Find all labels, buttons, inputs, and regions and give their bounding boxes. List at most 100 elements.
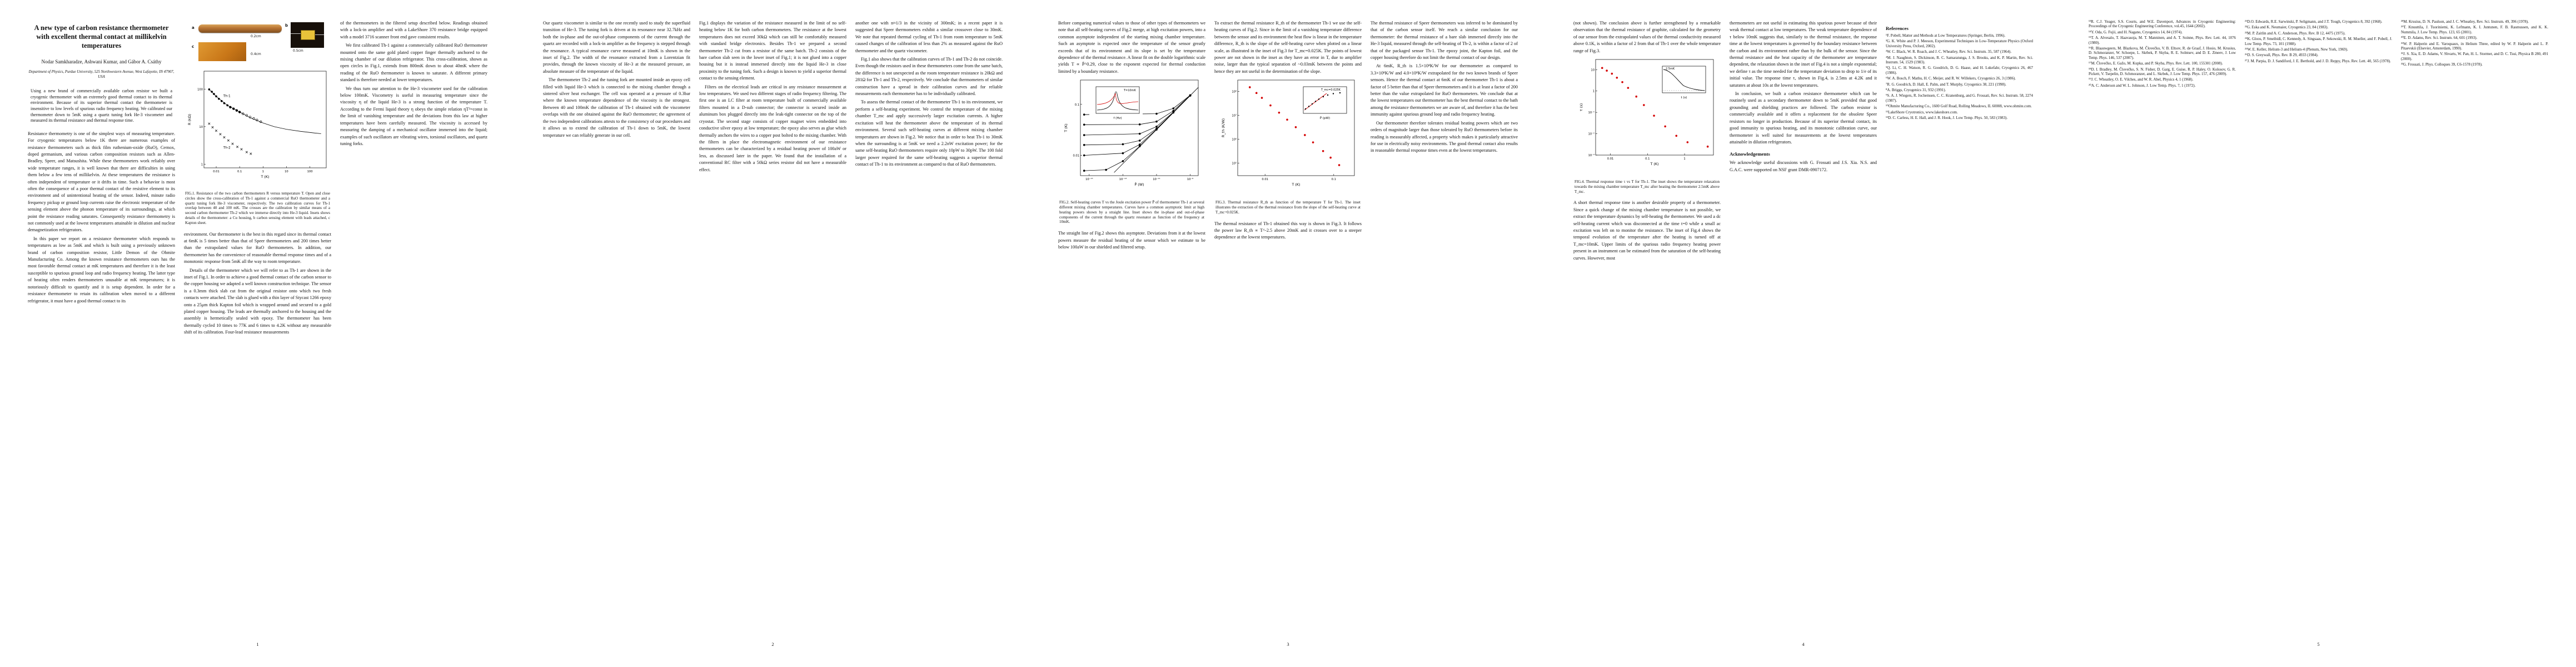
body-paragraph: At 6mK, R_th is 1.5×10⁸K/W for our therm…: [1371, 63, 1518, 117]
reference-item: ⁴M. J. Naughton, S. Dickinson, R. C. Sam…: [1886, 56, 2033, 65]
data-point-filled: [1138, 145, 1141, 148]
reference-item: ⁸A. Briggs, Cryogenics 31, 932 (1991).: [1886, 88, 1946, 93]
data-point-filled: [1686, 141, 1689, 143]
data-point-filled: [211, 91, 213, 93]
axes-frame: [203, 71, 327, 168]
y-axis-label: τ (s): [1579, 103, 1583, 111]
lead-wire: [291, 33, 301, 34]
data-point-filled: [1312, 141, 1314, 144]
figure-1-photo-insets: a 0.2cm b 0.5cm c 0.4cm: [184, 20, 331, 67]
figure-4-caption: FIG.4. Thermal response time τ vs T for …: [1575, 180, 1720, 194]
inset-xaxis-label: f (Hz): [1114, 117, 1122, 120]
reference-item: ³³G. Frossati, J. Phys. Colloques 39, C6…: [2401, 63, 2483, 67]
data-point-cross: [211, 126, 214, 129]
figure-2: 10⁻¹⁵ 10⁻¹³ 10⁻¹¹ 10⁻⁹ 0.01 0.1 P̄ (W) T (K) f …: [1058, 77, 1205, 225]
references-heading: References: [1886, 26, 1909, 31]
page-4: (not shown). The conclusion above is fur…: [1546, 0, 2061, 667]
plot-layer: 0.01 0.1 10⁵ 10⁶ 10⁷ 10⁸ T (K) R_th (K/W): [1221, 79, 1355, 187]
data-point-filled: [1138, 133, 1141, 135]
data-point-filled: [1138, 140, 1141, 142]
axes-frame: [1237, 79, 1355, 176]
axes-frame: [1080, 79, 1199, 176]
y-axis-label: T (K): [1064, 124, 1068, 133]
data-point-filled: [1627, 87, 1630, 89]
inset-temperature-note: T=10mK: [1123, 89, 1136, 92]
data-point-filled: [1601, 67, 1603, 69]
data-point-cross: [231, 142, 234, 145]
body-paragraph: In this paper we report on a resistance …: [28, 236, 175, 303]
page3-column2: To extract the thermal resistance R_th o…: [1214, 20, 1362, 243]
y-tick-label: 10⁸: [1232, 91, 1237, 94]
page-number: 3: [1287, 641, 1289, 647]
y-tick-label: 1: [1593, 90, 1595, 93]
data-point-filled: [1706, 145, 1709, 148]
data-point-filled: [1260, 97, 1263, 99]
data-point-filled: [1083, 113, 1085, 116]
reference-item: ³²J. S. Xia, E. D. Adams, V. Shvarts, W.…: [2401, 52, 2548, 61]
thermometer-copper-housing-photo: [198, 24, 282, 33]
reference-item: ⁵Q. Li, C. H. Watson, R. G. Goodrich, D.…: [1886, 66, 2033, 75]
x-tick-label: 1: [1683, 157, 1685, 161]
reference-item: ¹⁷M. Človečko, E. Gažo, M. Kupka, and P.…: [2089, 62, 2223, 66]
figure-2-inset: f (Hz) T=10mK: [1089, 83, 1143, 123]
data-point-filled: [1606, 69, 1608, 72]
reference-item: ²³M. P. Zaitlin and A. C. Anderson, Phys…: [2245, 31, 2346, 36]
page5-column2: ²¹D.O. Edwards, R.E. Sarwinski, P. Selig…: [2245, 20, 2392, 65]
reference-item: ¹⁶R. Blaauwgeers, M. Blazkova, M. Človeč…: [2089, 47, 2236, 60]
inset-tmc-note: T_mc=0.025K: [1321, 88, 1341, 92]
page-5: ¹³R. C.J. Yeager, S.S. Courts, and W.E. …: [2061, 0, 2576, 667]
x-tick-label: 10⁻¹¹: [1153, 178, 1160, 181]
inset-resonance-inphase-curve: [1097, 91, 1139, 111]
reference-item: ⁷R. G. Goodrich, D. Hall, E. Palm, and T…: [1886, 82, 2006, 87]
data-point-cross: [245, 151, 248, 153]
page2-column1: Our quartz viscometer is similar to the …: [543, 20, 690, 141]
data-point-filled: [1155, 113, 1158, 115]
body-paragraph: Our quartz viscometer is similar to the …: [543, 21, 690, 74]
y-tick-label: 10⁷: [1232, 115, 1237, 118]
data-point-filled: [1621, 81, 1623, 83]
reference-item: ²⁷J. M. Parpia, D. J. Sandiford, J. E. B…: [2245, 59, 2391, 63]
figure-1-caption: FIG.1. Resistance of the two carbon ther…: [185, 191, 330, 225]
inset-frame: [1662, 66, 1706, 93]
page-2: Our quartz viscometer is similar to the …: [515, 0, 1030, 667]
series-line: [1114, 87, 1199, 173]
acknowledgements-heading: Acknowledgements: [1730, 151, 1770, 157]
data-point-cross: [227, 139, 230, 142]
reference-item: ¹³R. C.J. Yeager, S.S. Courts, and W.E. …: [2089, 20, 2236, 29]
data-point-filled: [1643, 104, 1645, 106]
data-point-filled: [1083, 134, 1085, 137]
inset-b-scalebar: 0.5cm: [293, 49, 303, 53]
data-point-cross: [250, 152, 252, 155]
data-point-filled: [1329, 157, 1332, 159]
inset-relaxation-curve: [1663, 69, 1705, 91]
data-point-filled: [1172, 109, 1175, 112]
y-axis-label: R_th (K/W): [1221, 118, 1225, 137]
reference-item: ³¹W. P. Halperin and E. Varoquaux, in He…: [2401, 42, 2548, 51]
reference-item: ¹F. Pobell, Matter and Methods at Low Te…: [1886, 34, 2006, 38]
body-paragraph: Resistance thermometry is one of the sim…: [28, 131, 175, 233]
figure-4-plot: 0.01 0.1 1 10⁻³ 10⁻² 10⁻¹ 1 10 T (K) τ (s): [1579, 59, 1714, 166]
body-paragraph: Details of the thermometer which we will…: [184, 267, 331, 335]
x-tick-label: 1: [262, 170, 264, 173]
body-paragraph: To assess the thermal contact of the the…: [855, 99, 1003, 167]
inset-xaxis-label: t (s): [1681, 96, 1687, 99]
inset-selfheating-points: [1304, 92, 1341, 110]
reference-item: ²⁴K. Gloos, P. Smeibidl, C. Kennedy, A. …: [2245, 37, 2392, 46]
axes-frame: [1595, 59, 1714, 156]
x-tick-label: 10⁻¹³: [1119, 178, 1127, 181]
inset-xaxis-label: P̄ (pW): [1320, 116, 1330, 120]
body-paragraph: A short thermal response time is another…: [1573, 200, 1721, 261]
figure-4-inset: t (s) 2.5mK: [1656, 63, 1709, 103]
x-tick-label: 0.1: [1332, 178, 1336, 181]
data-point-cross: [215, 130, 218, 132]
plot-annotation: Th-2: [223, 146, 231, 150]
page3-column3: The thermal resistance of Speer thermome…: [1371, 20, 1518, 156]
x-axis-label: T (K): [1650, 162, 1658, 166]
body-paragraph: To extract the thermal resistance R_th o…: [1214, 21, 1362, 74]
page3-column1: Before comparing numerical values to tho…: [1058, 20, 1205, 252]
page4-column1: (not shown). The conclusion above is fur…: [1573, 20, 1721, 263]
data-point-filled: [1248, 86, 1251, 88]
page-number: 4: [1802, 641, 1805, 647]
figure-2-caption: FIG.2. Self-heating curves T vs the Joul…: [1059, 200, 1204, 225]
data-point-filled: [1294, 126, 1297, 128]
